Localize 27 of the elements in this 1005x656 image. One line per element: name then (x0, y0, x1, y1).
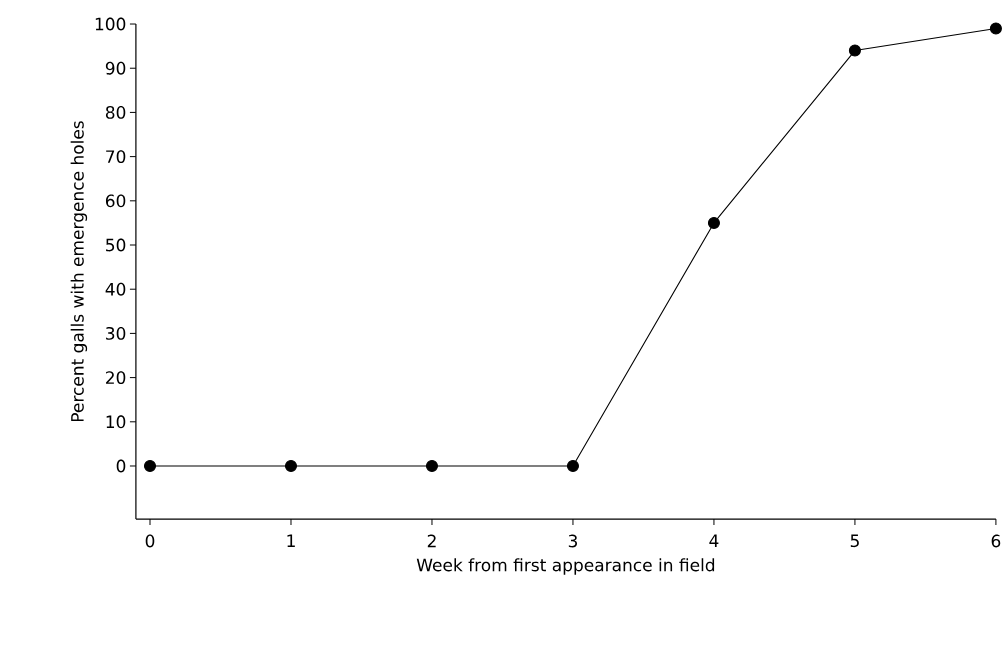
y-tick-label: 80 (105, 105, 126, 119)
y-tick-label: 30 (106, 326, 126, 340)
point (143, 459, 157, 473)
y-tick-label: 90 (105, 61, 126, 75)
point (284, 459, 298, 473)
x-tick-label: 2 (427, 534, 436, 548)
point (848, 44, 861, 57)
x-tick-label: 1 (287, 534, 295, 547)
point (989, 22, 1002, 35)
y-axis-title: Percent galls with emergence holes (70, 121, 88, 422)
y-tick-label: 60 (105, 194, 126, 208)
x-tick-label: 5 (850, 534, 859, 548)
y-tick-label: 70 (106, 150, 126, 164)
y-tick-label: 20 (106, 371, 126, 385)
x-tick-label: 0 (145, 534, 155, 548)
y-tick-label: 50 (106, 238, 126, 252)
y-tick-label: 0 (116, 459, 126, 473)
x-tick-label: 4 (709, 534, 719, 547)
y-tick-label: 100 (95, 17, 126, 31)
y-tick-label: 10 (106, 415, 126, 429)
point (707, 216, 720, 229)
y-tick-label: 40 (105, 282, 126, 296)
x-tick-label: 6 (991, 534, 1001, 548)
x-tick-label: 3 (568, 534, 577, 548)
point (425, 459, 438, 473)
point (566, 459, 579, 473)
x-axis-title: Week from first appearance in field (416, 558, 715, 575)
